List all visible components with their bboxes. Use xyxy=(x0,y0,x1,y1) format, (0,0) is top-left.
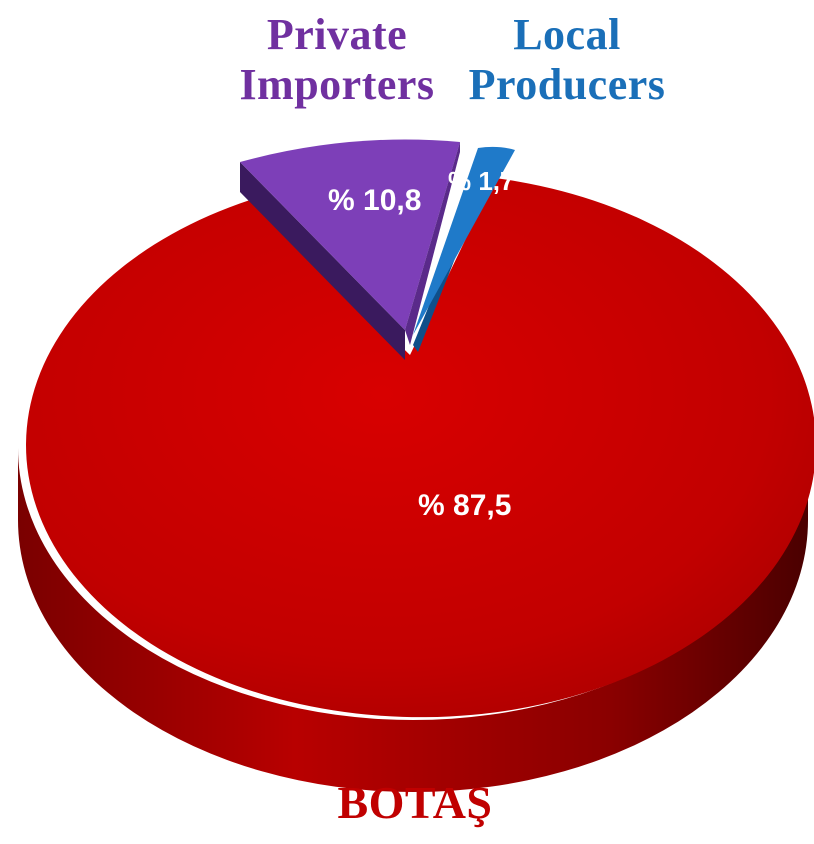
botas-top xyxy=(26,178,814,718)
legend-label-private-importers: Private Importers xyxy=(232,10,442,110)
legend-label-local-producers: Local Producers xyxy=(462,10,672,110)
local-label-line-1: Local xyxy=(513,10,621,59)
private-top xyxy=(240,139,460,330)
botas-side xyxy=(18,448,808,792)
pie-slice-local-producers xyxy=(413,146,515,352)
value-label-private: % 10,8 xyxy=(328,184,421,217)
private-label-line-1: Private xyxy=(266,10,408,59)
pie-slice-botas xyxy=(18,178,814,792)
legend-label-botas: BOTAŞ xyxy=(330,778,500,828)
value-label-botas: % 87,5 xyxy=(418,489,511,522)
botas-label: BOTAŞ xyxy=(337,777,493,828)
value-label-local: % 1,7 xyxy=(448,166,515,196)
local-label-line-2: Producers xyxy=(468,60,666,109)
private-label-line-2: Importers xyxy=(239,60,435,109)
private-side-right xyxy=(405,142,460,345)
private-side-left xyxy=(240,162,405,360)
pie-slice-private-importers xyxy=(240,139,460,360)
local-top xyxy=(413,146,515,335)
